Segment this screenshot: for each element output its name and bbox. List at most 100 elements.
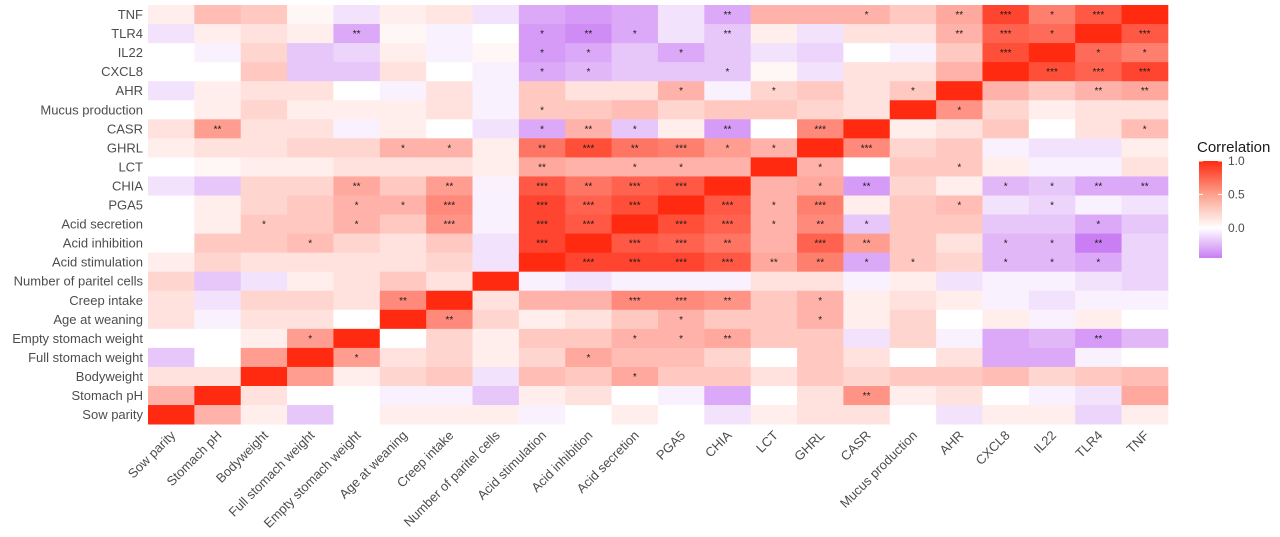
cell-stomach-ph-x-creep-intake	[426, 386, 473, 406]
cell-full-stomach-weight-x-ahr	[936, 347, 983, 368]
cell-tnf-x-bodyweight	[240, 5, 288, 25]
significance-star: **	[445, 181, 453, 192]
significance-star: **	[863, 181, 871, 192]
cell-chia-x-il22	[1028, 176, 1076, 196]
cell-lct-x-empty-stomach-weight	[333, 157, 381, 177]
cell-full-stomach-weight-x-acid-secretion	[611, 347, 659, 368]
cell-sow-parity-x-number-of-paritel-cells	[472, 405, 520, 425]
heatmap-cells	[148, 5, 1169, 425]
cell-number-of-paritel-cells-x-empty-stomach-weight	[333, 271, 381, 292]
cell-ghrl-x-age-at-weaning	[379, 138, 427, 158]
cell-acid-stimulation-x-tlr4	[1075, 252, 1122, 273]
significance-star: ***	[722, 220, 734, 231]
cell-sow-parity-x-tnf	[1121, 405, 1169, 425]
cell-tnf-x-ahr	[936, 5, 983, 25]
cell-empty-stomach-weight-x-empty-stomach-weight	[333, 328, 381, 349]
cell-creep-intake-x-sow-parity	[148, 290, 195, 311]
significance-star: *	[1050, 10, 1054, 21]
legend-tick-label: 0.5	[1228, 187, 1245, 201]
cell-creep-intake-x-casr	[843, 290, 891, 311]
cell-ghrl-x-tlr4	[1075, 138, 1122, 158]
cell-acid-stimulation-x-bodyweight	[240, 252, 288, 273]
cell-lct-x-ghrl	[797, 157, 844, 177]
significance-star: *	[818, 296, 822, 307]
cell-acid-stimulation-x-empty-stomach-weight	[333, 252, 381, 273]
cell-chia-x-chia	[704, 176, 752, 196]
cell-bodyweight-x-tlr4	[1075, 366, 1122, 387]
cell-stomach-ph-x-mucus-production	[889, 386, 937, 406]
y-tick-label: Bodyweight	[76, 369, 144, 384]
cell-age-at-weaning-x-mucus-production	[889, 309, 937, 330]
cell-bodyweight-x-full-stomach-weight	[287, 366, 334, 387]
significance-star: *	[355, 220, 359, 231]
cell-tnf-x-ghrl	[797, 5, 844, 25]
cell-age-at-weaning-x-empty-stomach-weight	[333, 309, 381, 330]
cell-il22-x-tnf	[1121, 43, 1169, 63]
cell-empty-stomach-weight-x-stomach-ph	[194, 328, 242, 349]
cell-tlr4-x-bodyweight	[240, 24, 288, 44]
significance-star: **	[955, 10, 963, 21]
significance-star: **	[214, 124, 222, 135]
cell-empty-stomach-weight-x-ahr	[936, 328, 983, 349]
cell-acid-stimulation-x-full-stomach-weight	[287, 252, 334, 273]
cell-tnf-x-creep-intake	[426, 5, 473, 25]
cell-casr-x-empty-stomach-weight	[333, 119, 381, 139]
cell-sow-parity-x-chia	[704, 405, 752, 425]
y-tick-label: Stomach pH	[71, 388, 143, 403]
significance-star: *	[865, 220, 869, 231]
significance-star: **	[538, 162, 546, 173]
cell-stomach-ph-x-bodyweight	[240, 386, 288, 406]
cell-acid-stimulation-x-cxcl8	[982, 252, 1030, 273]
cell-pga5-x-full-stomach-weight	[287, 195, 334, 215]
cell-chia-x-acid-stimulation	[518, 176, 566, 196]
cell-empty-stomach-weight-x-age-at-weaning	[379, 328, 427, 349]
cell-acid-inhibition-x-sow-parity	[148, 233, 195, 254]
cell-creep-intake-x-chia	[704, 290, 752, 311]
cell-cxcl8-x-ghrl	[797, 62, 844, 82]
cell-casr-x-sow-parity	[148, 119, 195, 139]
cell-mucus-production-x-creep-intake	[426, 100, 473, 120]
cell-pga5-x-bodyweight	[240, 195, 288, 215]
significance-star: ***	[583, 220, 595, 231]
significance-star: *	[818, 162, 822, 173]
cell-casr-x-acid-secretion	[611, 119, 659, 139]
cell-stomach-ph-x-tlr4	[1075, 386, 1122, 406]
significance-star: *	[586, 353, 590, 364]
significance-star: *	[308, 239, 312, 250]
y-tick-label: CHIA	[112, 178, 143, 193]
cell-acid-secretion-x-mucus-production	[889, 214, 937, 234]
significance-star: ***	[443, 220, 455, 231]
cell-full-stomach-weight-x-empty-stomach-weight	[333, 347, 381, 368]
cell-pga5-x-cxcl8	[982, 195, 1030, 215]
cell-cxcl8-x-cxcl8	[982, 62, 1030, 82]
cell-il22-x-mucus-production	[889, 43, 937, 63]
significance-star: *	[1004, 239, 1008, 250]
cell-bodyweight-x-tnf	[1121, 366, 1169, 387]
cell-acid-secretion-x-stomach-ph	[194, 214, 242, 234]
cell-bodyweight-x-acid-inhibition	[565, 366, 612, 387]
cell-acid-secretion-x-lct	[750, 214, 798, 234]
significance-star: *	[679, 315, 683, 326]
cell-ghrl-x-number-of-paritel-cells	[472, 138, 520, 158]
cell-acid-stimulation-x-stomach-ph	[194, 252, 242, 273]
cell-acid-inhibition-x-empty-stomach-weight	[333, 233, 381, 254]
cell-tnf-x-acid-inhibition	[565, 5, 612, 25]
color-legend: Correlation 1.0 0.5 0.0	[1197, 139, 1270, 258]
y-tick-label: IL22	[118, 45, 143, 60]
cell-casr-x-il22	[1028, 119, 1076, 139]
cell-pga5-x-empty-stomach-weight	[333, 195, 381, 215]
cell-casr-x-stomach-ph	[194, 119, 242, 139]
cell-sow-parity-x-lct	[750, 405, 798, 425]
cell-tlr4-x-stomach-ph	[194, 24, 242, 44]
significance-star: **	[863, 239, 871, 250]
cell-mucus-production-x-bodyweight	[240, 100, 288, 120]
cell-pga5-x-pga5	[657, 195, 705, 215]
x-tick-label: TLR4	[1072, 428, 1105, 461]
cell-lct-x-mucus-production	[889, 157, 937, 177]
cell-bodyweight-x-acid-stimulation	[518, 366, 566, 387]
y-tick-label: GHRL	[107, 140, 143, 155]
cell-ahr-x-empty-stomach-weight	[333, 81, 381, 101]
significance-star: *	[726, 143, 730, 154]
cell-bodyweight-x-age-at-weaning	[379, 366, 427, 387]
cell-acid-inhibition-x-acid-stimulation	[518, 233, 566, 254]
